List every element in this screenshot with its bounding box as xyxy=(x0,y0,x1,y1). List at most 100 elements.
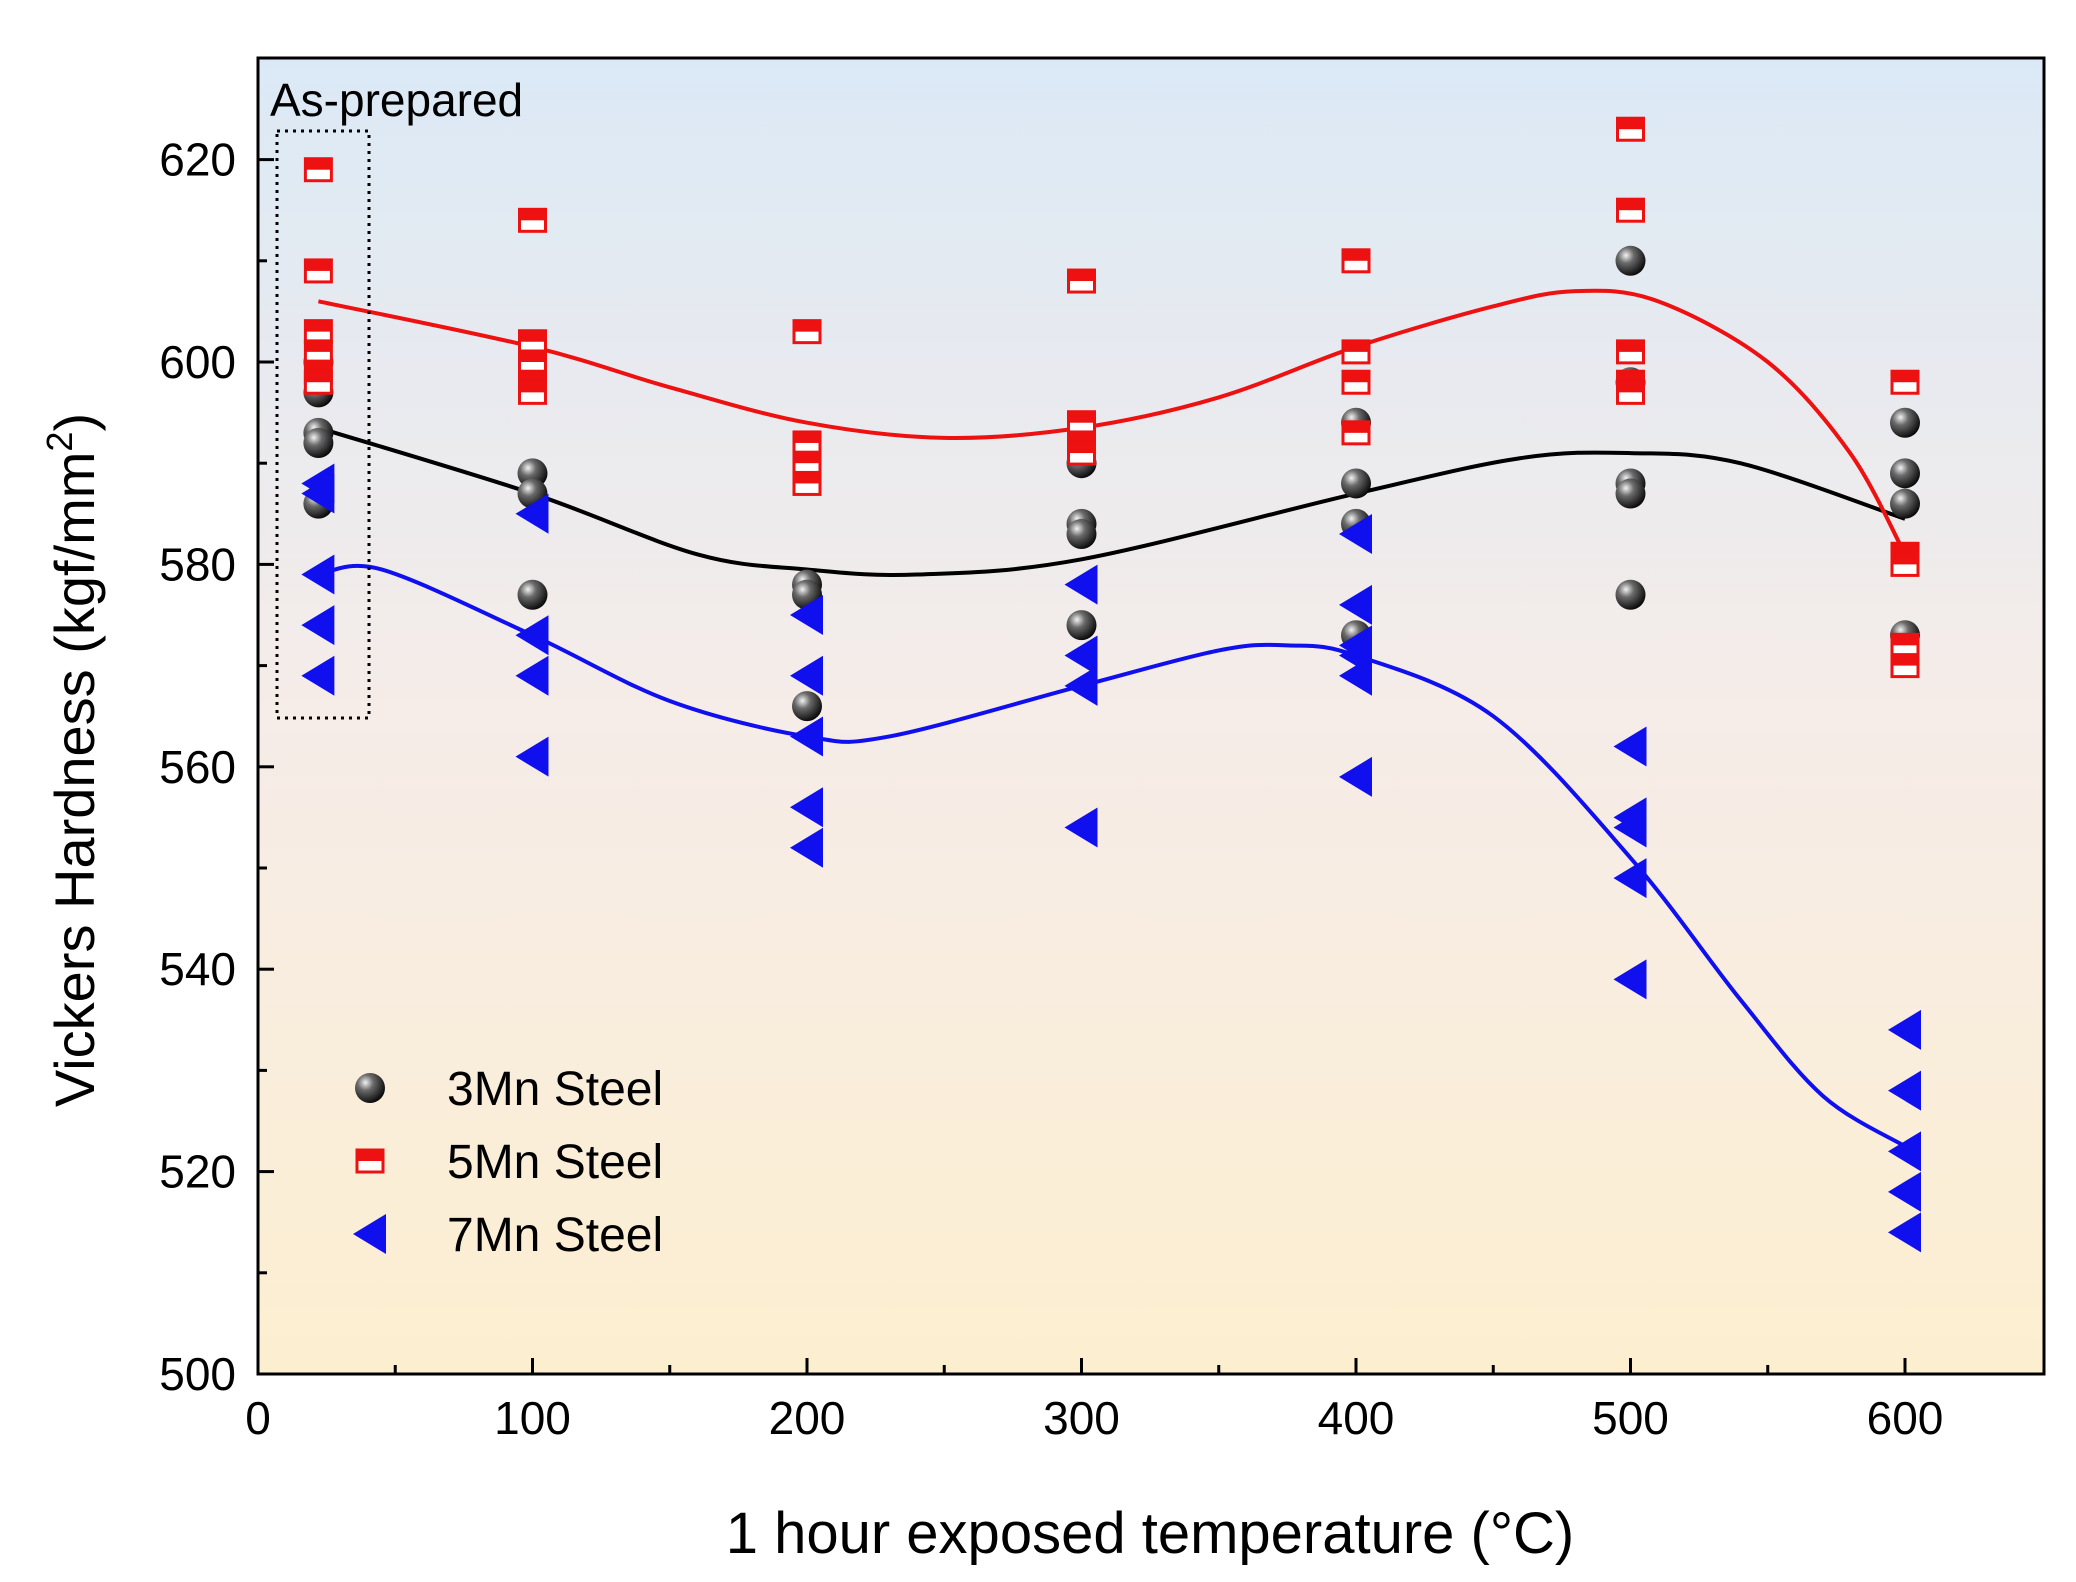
data-point xyxy=(1890,551,1920,577)
data-point xyxy=(1888,1131,1921,1172)
legend-entry-3mn-steel: 3Mn Steel xyxy=(355,1063,663,1116)
series-7mn-steel xyxy=(301,463,1921,1253)
data-point xyxy=(1064,665,1098,706)
as-prepared-annotation: As-prepared xyxy=(270,74,523,126)
data-point xyxy=(1339,584,1372,625)
y-axis-label-superscript: 2 xyxy=(39,432,80,452)
data-point xyxy=(1613,959,1647,1000)
x-tick-label: 200 xyxy=(769,1392,846,1444)
x-axis-label: 1 hour exposed temperature (°C) xyxy=(726,1501,1575,1566)
y-tick-label: 540 xyxy=(159,943,236,995)
legend-entry-7mn-steel: 7Mn Steel xyxy=(353,1209,663,1262)
y-axis-label: Vickers Hardness (kgf/mm2) xyxy=(39,413,106,1107)
fit-curve-7mn-steel xyxy=(318,563,1907,1149)
data-point xyxy=(1339,655,1372,696)
data-point xyxy=(303,427,334,458)
data-point xyxy=(518,329,547,355)
legend-label: 5Mn Steel xyxy=(447,1136,663,1189)
data-point xyxy=(1613,726,1647,767)
y-axis-label-close: ) xyxy=(43,413,106,432)
y-tick-label: 600 xyxy=(159,336,236,388)
data-point xyxy=(1613,807,1647,848)
data-point xyxy=(1890,369,1920,395)
data-point xyxy=(1616,339,1645,365)
data-point xyxy=(1613,858,1647,899)
data-point xyxy=(1067,440,1096,466)
y-tick-label: 500 xyxy=(159,1348,236,1400)
data-point xyxy=(790,595,823,635)
x-tick-label: 100 xyxy=(494,1392,571,1444)
data-point xyxy=(1339,514,1372,555)
data-point xyxy=(1339,756,1372,797)
data-point xyxy=(790,716,823,757)
data-point xyxy=(515,493,549,534)
fit-curve-5mn-steel xyxy=(317,288,1907,556)
data-point xyxy=(303,319,333,345)
data-point xyxy=(303,369,333,395)
data-point xyxy=(1616,116,1645,142)
data-point xyxy=(1890,407,1920,438)
data-point xyxy=(792,430,822,456)
as-prepared-box xyxy=(275,129,371,720)
data-point xyxy=(1615,478,1646,509)
y-tick-label: 620 xyxy=(159,134,236,186)
data-point xyxy=(301,655,335,696)
data-point xyxy=(1341,248,1371,274)
data-point xyxy=(1890,653,1920,679)
data-point xyxy=(303,258,333,284)
data-point xyxy=(1890,632,1920,658)
data-point xyxy=(1066,519,1097,550)
data-point xyxy=(301,605,335,646)
legend-label: 3Mn Steel xyxy=(447,1063,663,1116)
data-point xyxy=(1890,488,1920,519)
fit-curve-3mn-steel xyxy=(317,425,1906,577)
axes: 0 100 200 300 400 500 600 500 520 540 560 580 600 620 xyxy=(159,134,1943,1444)
data-point xyxy=(303,339,333,365)
data-point xyxy=(518,207,547,233)
y-tick-label: 580 xyxy=(159,538,236,590)
data-point xyxy=(518,379,547,405)
data-point xyxy=(1067,410,1096,436)
data-point xyxy=(301,554,335,595)
x-tick-label: 400 xyxy=(1318,1392,1395,1444)
legend-entry-5mn-steel: 5Mn Steel xyxy=(355,1136,663,1189)
data-point xyxy=(1888,1009,1921,1050)
data-point xyxy=(1341,369,1371,395)
x-tick-label: 500 xyxy=(1592,1392,1669,1444)
x-tick-label: 600 xyxy=(1867,1392,1944,1444)
data-point xyxy=(1341,468,1371,499)
data-point xyxy=(1615,579,1646,610)
data-point xyxy=(515,615,549,656)
legend-marker xyxy=(355,1073,385,1103)
series-5mn-steel xyxy=(303,116,1920,679)
data-point xyxy=(792,319,822,345)
fit-curves xyxy=(317,288,1907,1149)
data-point xyxy=(1888,1070,1921,1111)
data-point xyxy=(1888,1212,1921,1253)
data-point xyxy=(517,579,548,610)
legend-marker xyxy=(353,1214,386,1254)
y-axis-label-main: Vickers Hardness (kgf/mm xyxy=(43,452,106,1108)
data-point xyxy=(1066,610,1097,641)
data-point xyxy=(1341,420,1371,446)
data-point xyxy=(301,473,335,514)
data-point xyxy=(515,736,549,777)
data-point xyxy=(790,827,823,868)
plot-background xyxy=(258,58,2044,1374)
data-point xyxy=(790,787,823,828)
y-tick-label: 560 xyxy=(159,741,236,793)
data-point xyxy=(1890,458,1920,489)
x-tick-label: 300 xyxy=(1043,1392,1120,1444)
data-point xyxy=(1064,635,1098,676)
data-point xyxy=(792,691,822,722)
data-point xyxy=(792,470,822,496)
data-point xyxy=(518,349,547,375)
data-point xyxy=(1888,1171,1921,1212)
data-point xyxy=(515,655,549,696)
data-point xyxy=(1615,245,1646,276)
legend-label: 7Mn Steel xyxy=(447,1209,663,1262)
data-markers xyxy=(301,116,1921,1253)
data-point xyxy=(1064,564,1098,605)
data-point xyxy=(1616,379,1645,405)
data-point xyxy=(792,450,822,476)
